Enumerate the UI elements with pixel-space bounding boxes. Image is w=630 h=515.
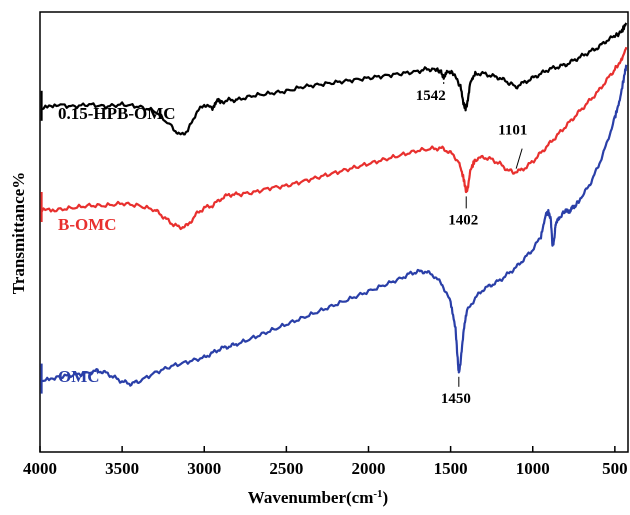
annotation-label: 1542 (416, 88, 446, 104)
x-axis-label-sup: -1 (373, 488, 382, 500)
series-label-omc: OMC (58, 367, 100, 386)
x-axis-label-close: ) (383, 488, 389, 507)
series-line-b-omc (40, 46, 628, 231)
series-line-omc (41, 64, 628, 387)
x-axis-ticks: 4000 3500 3000 2500 2000 1500 1000 500 (23, 446, 628, 478)
x-tick-label: 1000 (516, 459, 550, 478)
annotation-label: 1450 (441, 391, 471, 407)
x-tick-label: 2500 (269, 459, 303, 478)
x-axis-label: Wavenumber(cm-1) (248, 488, 388, 507)
x-axis-label-main: Wavenumber(cm (248, 488, 374, 507)
x-tick-label: 1500 (434, 459, 468, 478)
x-tick-label: 3000 (187, 459, 221, 478)
annotation-label: 1402 (448, 212, 478, 228)
annotation-label: 1101 (498, 123, 527, 139)
x-tick-label: 3500 (105, 459, 139, 478)
series-label-b-omc: B-OMC (58, 215, 117, 234)
series-label-hpb-omc: 0.15-HPB-OMC (58, 104, 176, 123)
x-tick-label: 500 (602, 459, 628, 478)
annotations-group: 1542 1101 1402 1450 (416, 82, 527, 407)
plot-frame (39, 11, 629, 453)
series-line-0-15-hpb-omc (41, 22, 628, 136)
annotation-leader-line (515, 148, 523, 169)
x-tick-label: 4000 (23, 459, 57, 478)
x-tick-label: 2000 (351, 459, 385, 478)
series-group (40, 22, 628, 394)
y-axis-label: Transmittance% (9, 172, 28, 294)
